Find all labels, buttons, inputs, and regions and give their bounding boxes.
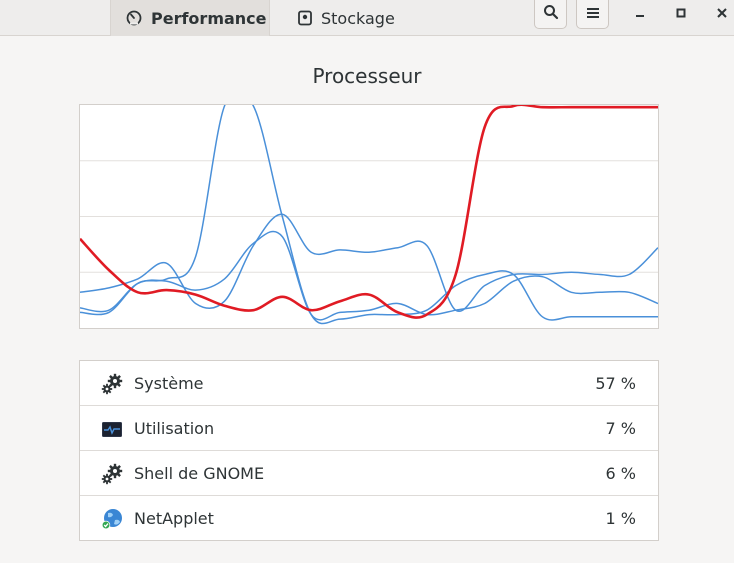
process-cpu-value: 57 %: [595, 373, 636, 393]
cpu-series-line-1: [80, 105, 658, 325]
network-globe-icon: [100, 507, 124, 531]
minimize-icon: [634, 4, 646, 23]
tab-performance[interactable]: Performance: [110, 0, 270, 36]
process-name: Système: [134, 373, 204, 393]
search-icon: [543, 4, 559, 24]
process-name: NetApplet: [134, 509, 214, 528]
cpu-series-line-3: [80, 230, 658, 321]
cpu-series-line-2: [80, 213, 658, 313]
menu-button[interactable]: [576, 0, 609, 29]
close-button[interactable]: [710, 2, 734, 24]
process-cpu-value: 7 %: [605, 418, 636, 438]
header-bar: Performance Stockage: [0, 0, 734, 36]
tab-performance-label: Performance: [151, 8, 267, 28]
cpu-chart-plot: [80, 105, 658, 325]
process-name: Utilisation: [134, 418, 215, 438]
minimize-button[interactable]: [628, 2, 652, 24]
process-cpu-value: 1 %: [605, 509, 636, 528]
gears-icon: [100, 462, 124, 486]
chart-title: Processeur: [312, 64, 422, 88]
close-icon: [716, 4, 728, 23]
tab-stockage-label: Stockage: [321, 8, 395, 28]
list-item[interactable]: NetApplet 1 %: [80, 496, 658, 541]
menu-icon: [586, 5, 600, 24]
speedometer-icon: [125, 9, 143, 27]
maximize-button[interactable]: [669, 2, 693, 24]
cpu-series-line-0: [80, 105, 658, 319]
list-item[interactable]: Utilisation 7 %: [80, 406, 658, 451]
process-cpu-value: 6 %: [605, 463, 636, 483]
maximize-icon: [675, 4, 687, 23]
search-button[interactable]: [534, 0, 567, 29]
list-item[interactable]: Shell de GNOME 6 %: [80, 451, 658, 496]
list-item[interactable]: Système 57 %: [80, 361, 658, 406]
cpu-chart: [79, 104, 659, 329]
system-monitor-icon: [100, 417, 124, 441]
process-list: Système 57 % Utilisation 7 %: [79, 360, 659, 541]
process-name: Shell de GNOME: [134, 463, 265, 483]
gears-icon: [100, 372, 124, 396]
disk-icon: [297, 10, 313, 26]
tab-stockage[interactable]: Stockage: [283, 0, 409, 36]
